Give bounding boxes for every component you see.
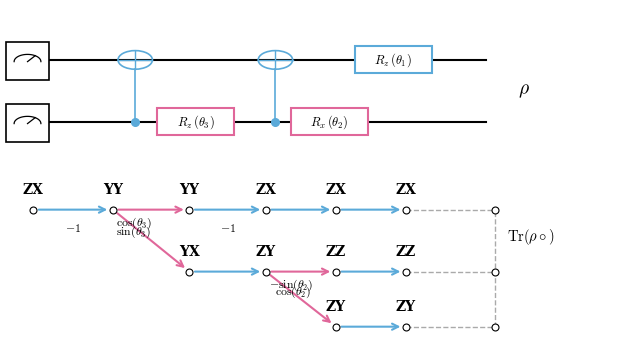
FancyBboxPatch shape [355, 46, 432, 73]
Text: $-1$: $-1$ [65, 222, 81, 235]
Text: ZX: ZX [255, 183, 276, 196]
FancyBboxPatch shape [6, 42, 49, 80]
Text: $-1$: $-1$ [220, 222, 236, 235]
Text: $R_z\,(\theta_1)$: $R_z\,(\theta_1)$ [374, 51, 412, 69]
Text: ZY: ZY [256, 245, 276, 259]
Text: ZX: ZX [396, 183, 417, 196]
Text: ZY: ZY [396, 299, 416, 314]
Text: $\sin(\theta_3)$: $\sin(\theta_3)$ [116, 225, 151, 240]
Text: YY: YY [179, 183, 200, 196]
Text: $R_z\,(\theta_3)$: $R_z\,(\theta_3)$ [177, 113, 214, 131]
Text: $-\sin(\theta_2)$: $-\sin(\theta_2)$ [269, 278, 313, 293]
FancyBboxPatch shape [157, 109, 234, 135]
Text: ZX: ZX [23, 183, 44, 196]
Text: YX: YX [179, 245, 200, 259]
FancyBboxPatch shape [6, 104, 49, 142]
Text: ZZ: ZZ [326, 245, 346, 259]
FancyBboxPatch shape [291, 109, 368, 135]
Text: ZX: ZX [326, 183, 346, 196]
Text: $\rho$: $\rho$ [518, 82, 529, 100]
Text: ZZ: ZZ [396, 245, 416, 259]
Text: $\cos(\theta_2)$: $\cos(\theta_2)$ [275, 285, 312, 300]
Text: YY: YY [103, 183, 123, 196]
Text: $\cos(\theta_3)$: $\cos(\theta_3)$ [116, 216, 152, 231]
Text: ZY: ZY [326, 299, 346, 314]
Text: $\mathrm{Tr}(\rho\circ)$: $\mathrm{Tr}(\rho\circ)$ [507, 227, 555, 247]
Text: $R_x\,(\theta_2)$: $R_x\,(\theta_2)$ [310, 113, 349, 131]
